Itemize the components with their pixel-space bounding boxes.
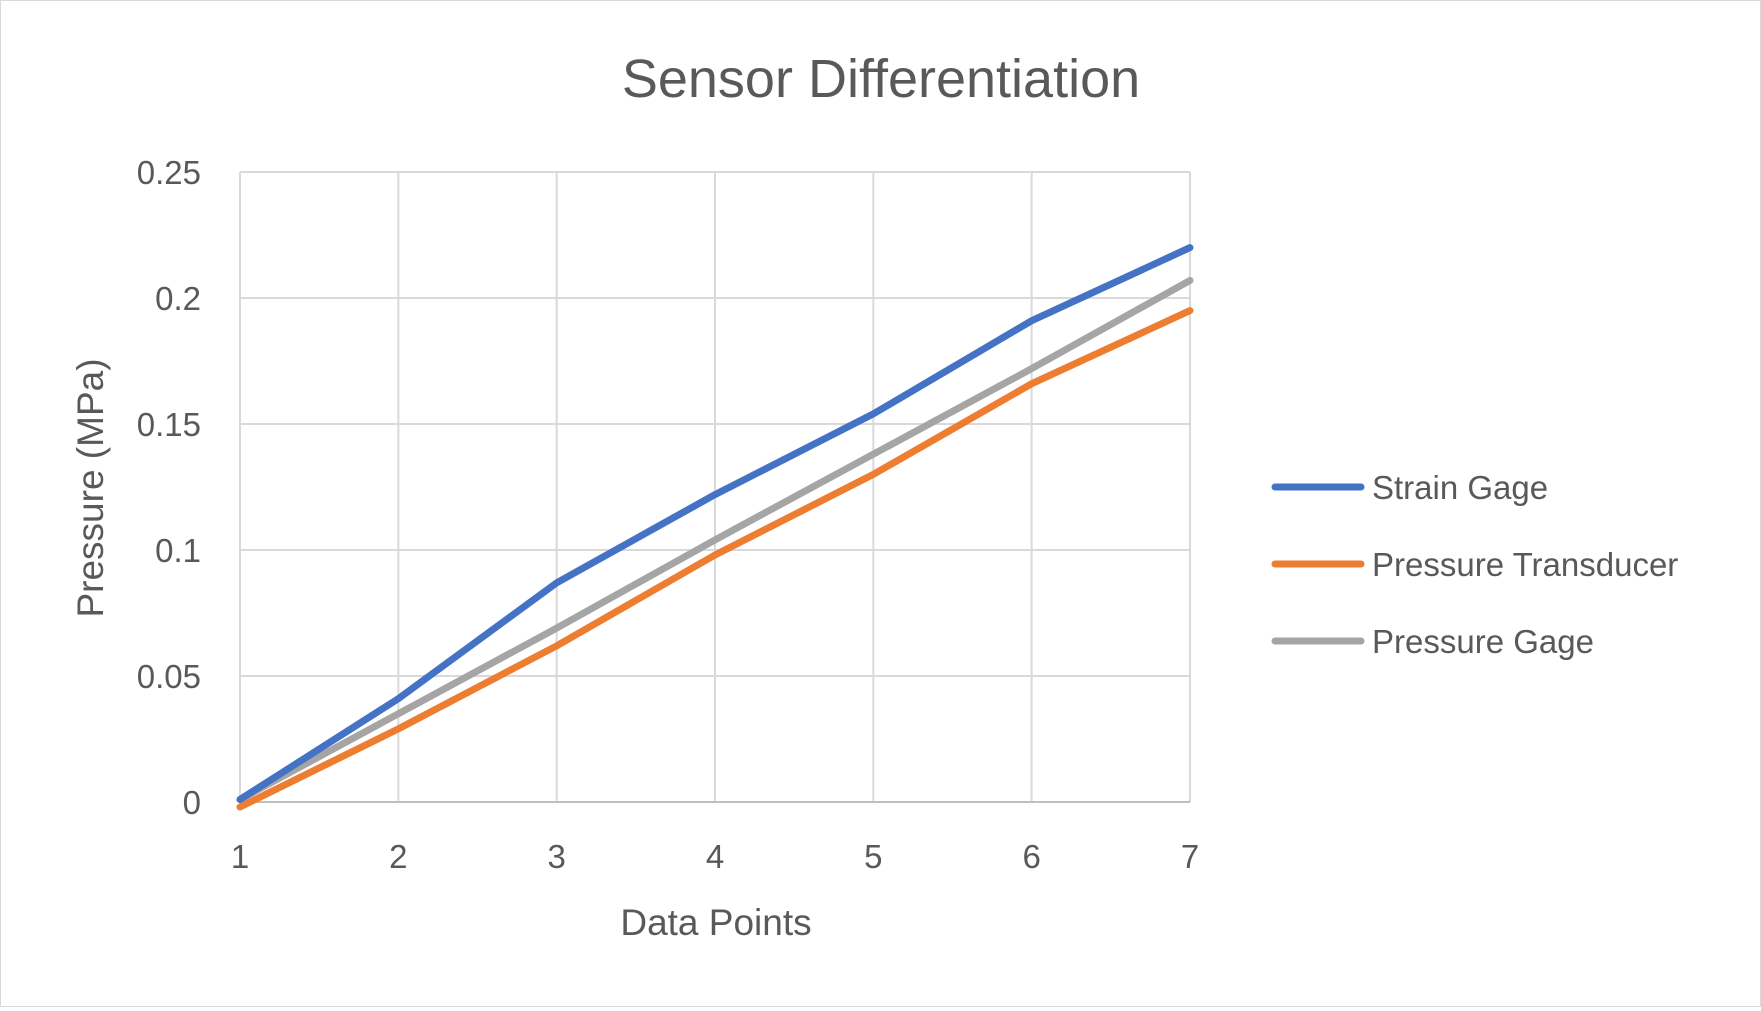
legend-item: Pressure Gage	[1271, 623, 1594, 660]
y-tick-label: 0	[183, 784, 201, 821]
series-line-0	[236, 244, 1194, 803]
y-tick-label: 0.05	[137, 658, 201, 695]
y-tick-label: 0.25	[137, 154, 201, 191]
x-axis-title: Data Points	[620, 902, 811, 943]
x-tick-label: 6	[1022, 838, 1040, 875]
y-tick-label: 0.1	[155, 532, 201, 569]
legend-label: Pressure Gage	[1372, 623, 1594, 660]
x-tick-label: 7	[1181, 838, 1199, 875]
legend-label: Strain Gage	[1372, 469, 1548, 506]
x-tick-label: 1	[231, 838, 249, 875]
x-tick-label: 2	[389, 838, 407, 875]
x-tick-label: 5	[864, 838, 882, 875]
series-line-2	[236, 276, 1194, 803]
y-tick-label: 0.15	[137, 406, 201, 443]
legend-label: Pressure Transducer	[1372, 546, 1678, 583]
y-tick-label: 0.2	[155, 280, 201, 317]
series-line-1	[236, 307, 1194, 811]
legend-item: Pressure Transducer	[1271, 546, 1678, 583]
tick-labels: 0 0.05 0.1 0.15 0.2 0.25 1 2 3 4 5 6 7	[137, 154, 1199, 875]
series-lines	[236, 244, 1194, 811]
y-axis-title: Pressure (MPa)	[70, 358, 111, 617]
legend-item: Strain Gage	[1271, 469, 1548, 506]
chart-title: Sensor Differentiation	[622, 49, 1140, 109]
axes	[239, 172, 1190, 803]
x-tick-label: 4	[706, 838, 724, 875]
legend: Strain Gage Pressure Transducer Pressure G…	[1271, 469, 1678, 660]
x-tick-label: 3	[547, 838, 565, 875]
